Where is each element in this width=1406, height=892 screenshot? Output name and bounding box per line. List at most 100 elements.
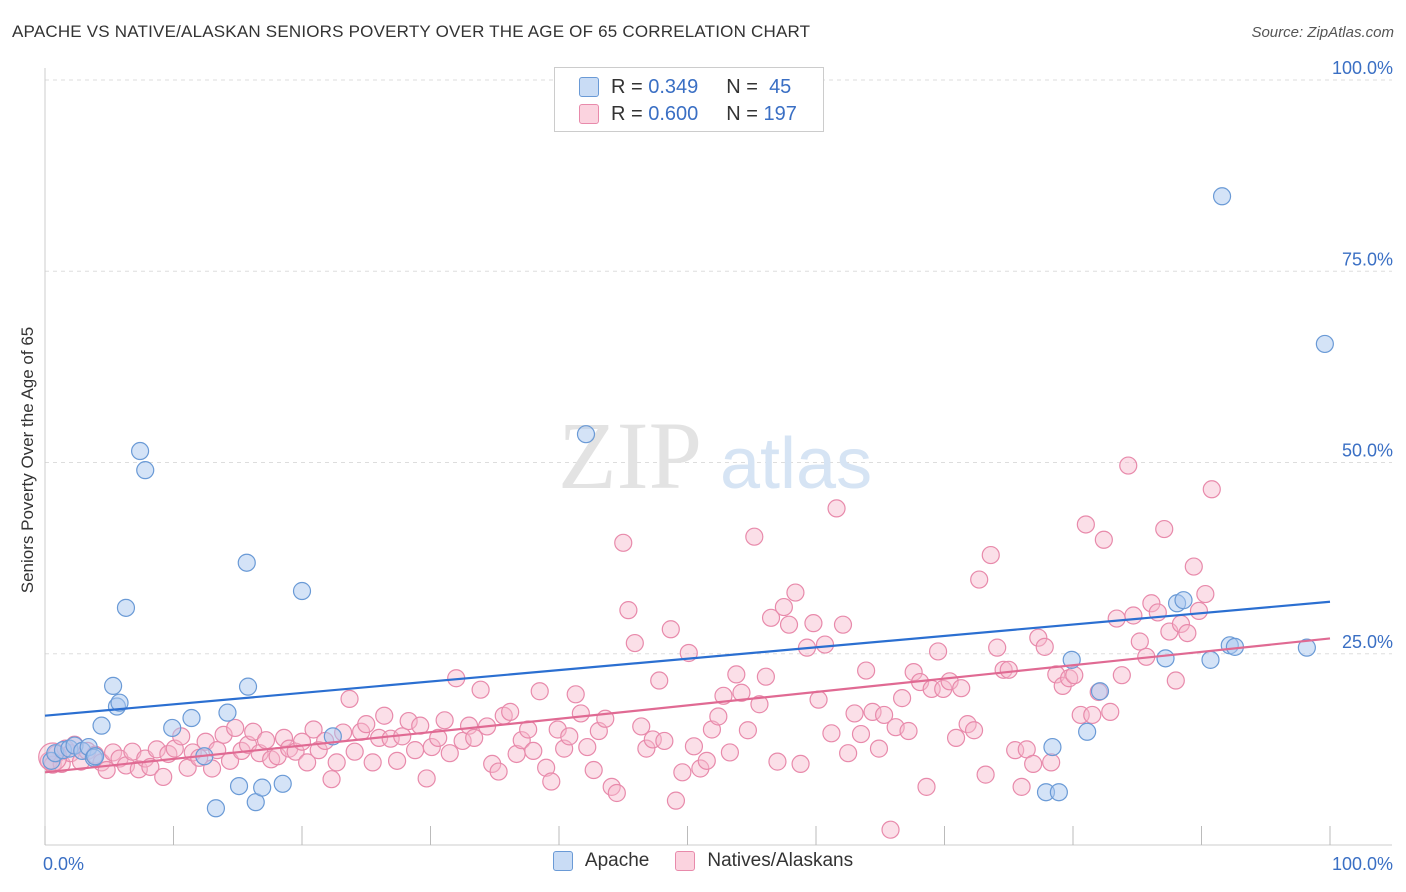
series-swatch-natives <box>675 851 696 871</box>
natives-point <box>548 720 567 739</box>
apache-point <box>1315 334 1334 354</box>
natives-point <box>256 731 276 750</box>
natives-point <box>417 769 436 788</box>
natives-point <box>322 770 341 789</box>
apache-point <box>1049 783 1068 802</box>
apache-point <box>323 727 342 746</box>
natives-point <box>363 753 382 772</box>
natives-point <box>584 760 603 780</box>
legend-row-apache: R = 0.349 N = 45 <box>579 74 791 100</box>
natives-point <box>1060 669 1079 688</box>
legend-r-apache: 0.349 <box>648 75 699 98</box>
natives-point <box>999 660 1018 679</box>
apache-point <box>86 747 105 766</box>
natives-point <box>637 739 656 758</box>
series-swatch-apache <box>552 851 573 871</box>
natives-point <box>1094 530 1113 549</box>
x-tick-label-min: 0.0% <box>43 854 84 874</box>
natives-point <box>399 711 418 731</box>
natives-point <box>244 722 263 741</box>
natives-point <box>1029 628 1048 647</box>
natives-point <box>761 608 781 627</box>
series-label-natives: Natives/Alaskans <box>707 850 854 871</box>
natives-point <box>471 680 490 699</box>
natives-point <box>1112 666 1131 685</box>
natives-point <box>566 685 585 704</box>
series-legend-apache[interactable]: Apache <box>552 850 649 872</box>
natives-point <box>768 752 787 771</box>
natives-point <box>1107 609 1126 628</box>
watermark-atlas: atlas <box>720 424 872 504</box>
natives-point <box>1035 637 1054 656</box>
apache-point <box>292 581 312 601</box>
natives-point <box>1076 515 1095 534</box>
natives-point <box>791 754 810 774</box>
apache-point <box>206 799 226 818</box>
natives-point <box>435 711 454 730</box>
natives-point <box>340 689 359 708</box>
legend-r-label: R = <box>611 75 643 98</box>
natives-point <box>530 682 549 701</box>
y-tick-label: 25.0% <box>1342 632 1393 652</box>
series-legend: Apache Natives/Alaskans <box>0 850 1406 872</box>
apache-point <box>130 441 150 461</box>
apache-point <box>1156 649 1175 668</box>
legend-r-label: R = <box>611 102 643 125</box>
natives-point <box>822 724 841 743</box>
natives-point <box>375 706 394 725</box>
natives-point <box>453 731 472 751</box>
legend-n-label: N = <box>726 75 758 98</box>
natives-point <box>625 633 644 653</box>
apache-point <box>104 676 123 695</box>
natives-point <box>1202 480 1221 499</box>
natives-point <box>309 741 328 760</box>
series-legend-natives[interactable]: Natives/Alaskans <box>675 850 853 872</box>
x-tick-label-max: 100.0% <box>1332 854 1393 874</box>
natives-point <box>1024 754 1043 774</box>
legend-row-natives: R = 0.600 N = 197 <box>579 101 797 127</box>
natives-point <box>981 545 1000 565</box>
natives-point <box>738 721 757 740</box>
natives-point <box>745 527 764 546</box>
natives-point <box>298 753 317 772</box>
natives-point <box>857 661 876 680</box>
natives-point <box>327 753 346 772</box>
natives-point <box>154 767 173 787</box>
natives-point <box>387 751 407 770</box>
natives-point <box>666 791 686 810</box>
axes <box>44 68 1392 846</box>
natives-point <box>946 728 966 748</box>
natives-point <box>863 702 882 721</box>
natives-point <box>917 777 936 796</box>
natives-point <box>827 499 846 518</box>
natives-point <box>833 615 853 634</box>
apache-point <box>576 425 596 444</box>
natives-point <box>129 760 148 779</box>
natives-point <box>489 762 508 781</box>
natives-point <box>661 620 680 639</box>
natives-point <box>1178 623 1197 643</box>
natives-point <box>537 758 556 777</box>
natives-point <box>809 690 828 709</box>
natives-point <box>804 614 823 633</box>
correlation-legend: R = 0.349 N = 45 R = 0.600 N = 197 <box>554 67 824 132</box>
natives-point <box>357 715 376 734</box>
natives-point <box>304 720 323 739</box>
natives-point <box>845 704 864 723</box>
natives-point <box>345 742 364 761</box>
apache-point <box>237 553 256 572</box>
natives-point <box>964 721 984 740</box>
apache-point <box>1212 187 1232 206</box>
natives-point <box>815 635 835 654</box>
natives-point <box>928 642 948 661</box>
natives-point <box>756 667 775 686</box>
natives-point <box>1184 557 1203 576</box>
natives-point <box>714 686 733 705</box>
natives-point <box>1012 777 1031 796</box>
apache-point <box>136 461 155 480</box>
natives-point <box>976 765 995 784</box>
natives-point <box>851 724 871 744</box>
natives-point <box>839 744 858 763</box>
apache-point <box>1174 591 1193 610</box>
